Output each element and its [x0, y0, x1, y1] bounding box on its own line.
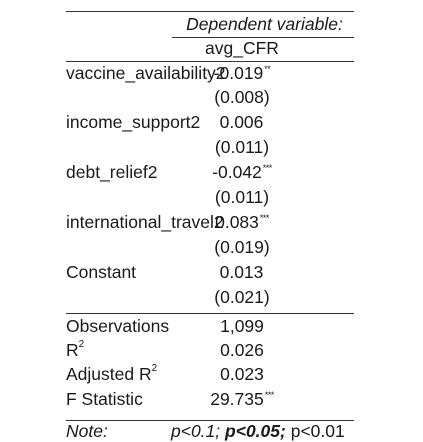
coef-vaccine-availability: -0.019**	[213, 63, 271, 83]
note-label: Note:	[66, 421, 108, 441]
se-vaccine-availability: (0.008)	[214, 87, 270, 107]
adjusted-r2-value: 0.023	[220, 364, 264, 384]
row-label-constant: Constant	[66, 262, 137, 282]
row-label-income-support: income_support2	[66, 112, 201, 132]
adjusted-r2-label: Adjusted R2	[66, 363, 158, 384]
row-label-vaccine-availability: vaccine_availability2	[66, 63, 226, 83]
coef-constant: 0.013	[219, 262, 264, 282]
dependent-variable-caption: Dependent variable:	[186, 14, 343, 34]
note-p-0-1: p<0.1;	[171, 421, 221, 441]
se-international-travel: (0.019)	[214, 237, 270, 257]
coef-international-travel: 0.083***	[215, 212, 269, 232]
stats-bottom-rule	[66, 420, 354, 421]
observations-label: Observations	[66, 316, 170, 336]
r2-label: R2	[66, 339, 85, 360]
significance-note: p<0.1; p<0.05; p<0.01	[171, 420, 345, 442]
row-label-debt-relief: debt_relief2	[66, 162, 158, 182]
coef-debt-relief: -0.042***	[212, 162, 272, 182]
r2-value: 0.026	[220, 340, 264, 360]
header-underline	[172, 37, 354, 38]
coef-bottom-rule	[66, 313, 354, 314]
coef-income-support: 0.006	[219, 112, 264, 132]
se-constant: (0.021)	[214, 287, 270, 307]
observations-value: 1,099	[220, 316, 264, 336]
header-bottom-rule	[66, 61, 354, 62]
se-debt-relief: (0.011)	[214, 187, 270, 207]
note-p-0-01: p<0.01	[290, 421, 345, 441]
top-rule	[66, 11, 354, 12]
f-statistic-value: 29.735***	[210, 389, 274, 409]
row-label-international-travel: international_travel2	[66, 212, 224, 232]
note-p-0-05: p<0.05;	[225, 421, 286, 441]
se-income-support: (0.011)	[214, 137, 270, 157]
f-statistic-label: F Statistic	[66, 389, 143, 409]
dependent-variable-name: avg_CFR	[205, 38, 279, 58]
